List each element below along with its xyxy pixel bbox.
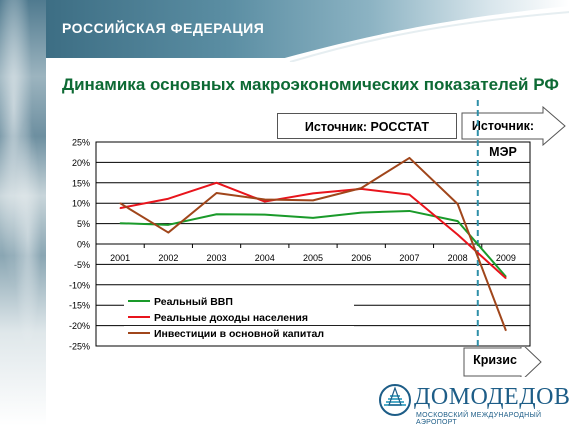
y-tick-label: 20%	[72, 158, 90, 168]
x-tick-label: 2008	[448, 253, 468, 263]
source-rosstat-box: Источник: РОССТАТ	[277, 113, 457, 139]
logo-subtitle: МОСКОВСКИЙ МЕЖДУНАРОДНЫЙ АЭРОПОРТ	[416, 412, 542, 426]
header-swoosh	[270, 6, 569, 62]
y-tick-label: -20%	[69, 321, 90, 331]
legend-label: Реальный ВВП	[154, 296, 233, 308]
crisis-label: Кризис	[473, 353, 517, 367]
legend-bg	[124, 310, 354, 324]
series-point	[408, 194, 411, 196]
y-tick-label: -5%	[74, 260, 90, 270]
series-point	[264, 200, 266, 203]
y-tick-label: 25%	[72, 138, 90, 148]
y-tick-label: -25%	[69, 342, 90, 352]
source-mer-arrow	[461, 106, 566, 146]
series-point	[312, 192, 314, 195]
header-title: РОССИЙСКАЯ ФЕДЕРАЦИЯ	[62, 20, 265, 36]
x-tick-label: 2001	[110, 253, 130, 263]
series-point	[119, 202, 121, 204]
legend-label: Инвестиции в основной капитал	[154, 328, 324, 340]
x-tick-label: 2002	[158, 253, 178, 263]
series-point	[408, 157, 411, 159]
series-point	[215, 213, 218, 215]
series-point	[167, 231, 169, 234]
series-point	[119, 222, 121, 224]
x-tick-label: 2004	[255, 253, 275, 263]
series-point	[312, 217, 314, 219]
y-tick-label: -10%	[69, 280, 90, 290]
x-tick-label: 2005	[303, 253, 323, 263]
series-point	[360, 211, 362, 214]
series-point	[167, 198, 169, 200]
chart-series	[119, 156, 507, 332]
series-point	[360, 187, 362, 189]
series-point	[264, 214, 266, 216]
chart-legend: Реальный ВВП Реальные доходы населения Инв…	[124, 294, 354, 340]
series-point	[312, 199, 314, 201]
crisis-arrow	[463, 347, 542, 377]
x-tick-label: 2007	[399, 253, 419, 263]
series-point	[119, 207, 121, 209]
domodedovo-logo-icon	[379, 384, 411, 416]
source-mer-label: Источник: МЭР	[471, 119, 535, 159]
chart-axes: 25% 20% 15% 10% 5% 0% -5% -10% -15% -20% -25% 2001 2…	[69, 100, 531, 372]
legend-bg	[124, 326, 354, 340]
series-point	[457, 220, 459, 222]
logo-name: ДОМОДЕДОВО	[414, 384, 569, 410]
y-tick-label: 5%	[77, 219, 90, 229]
slide-title: Динамика основных макроэкономических пок…	[62, 75, 559, 94]
series-point	[505, 329, 507, 332]
legend-label: Реальные доходы населения	[154, 312, 308, 324]
y-tick-label: 15%	[72, 178, 90, 188]
y-tick-label: 0%	[77, 240, 90, 250]
series-point	[457, 234, 459, 236]
decorative-cloud-strip	[0, 0, 46, 426]
y-tick-label: 10%	[72, 199, 90, 209]
x-tick-label: 2003	[207, 253, 227, 263]
series-point	[215, 192, 218, 194]
series-point	[215, 182, 218, 184]
series-point	[408, 210, 411, 212]
series-point	[167, 224, 169, 226]
series-point	[457, 203, 459, 205]
x-tick-label: 2006	[351, 253, 371, 263]
series-point	[264, 198, 266, 201]
x-tick-label: 2009	[496, 253, 516, 263]
series-point	[505, 277, 507, 279]
y-tick-label: -15%	[69, 301, 90, 311]
legend-bg	[124, 294, 354, 308]
